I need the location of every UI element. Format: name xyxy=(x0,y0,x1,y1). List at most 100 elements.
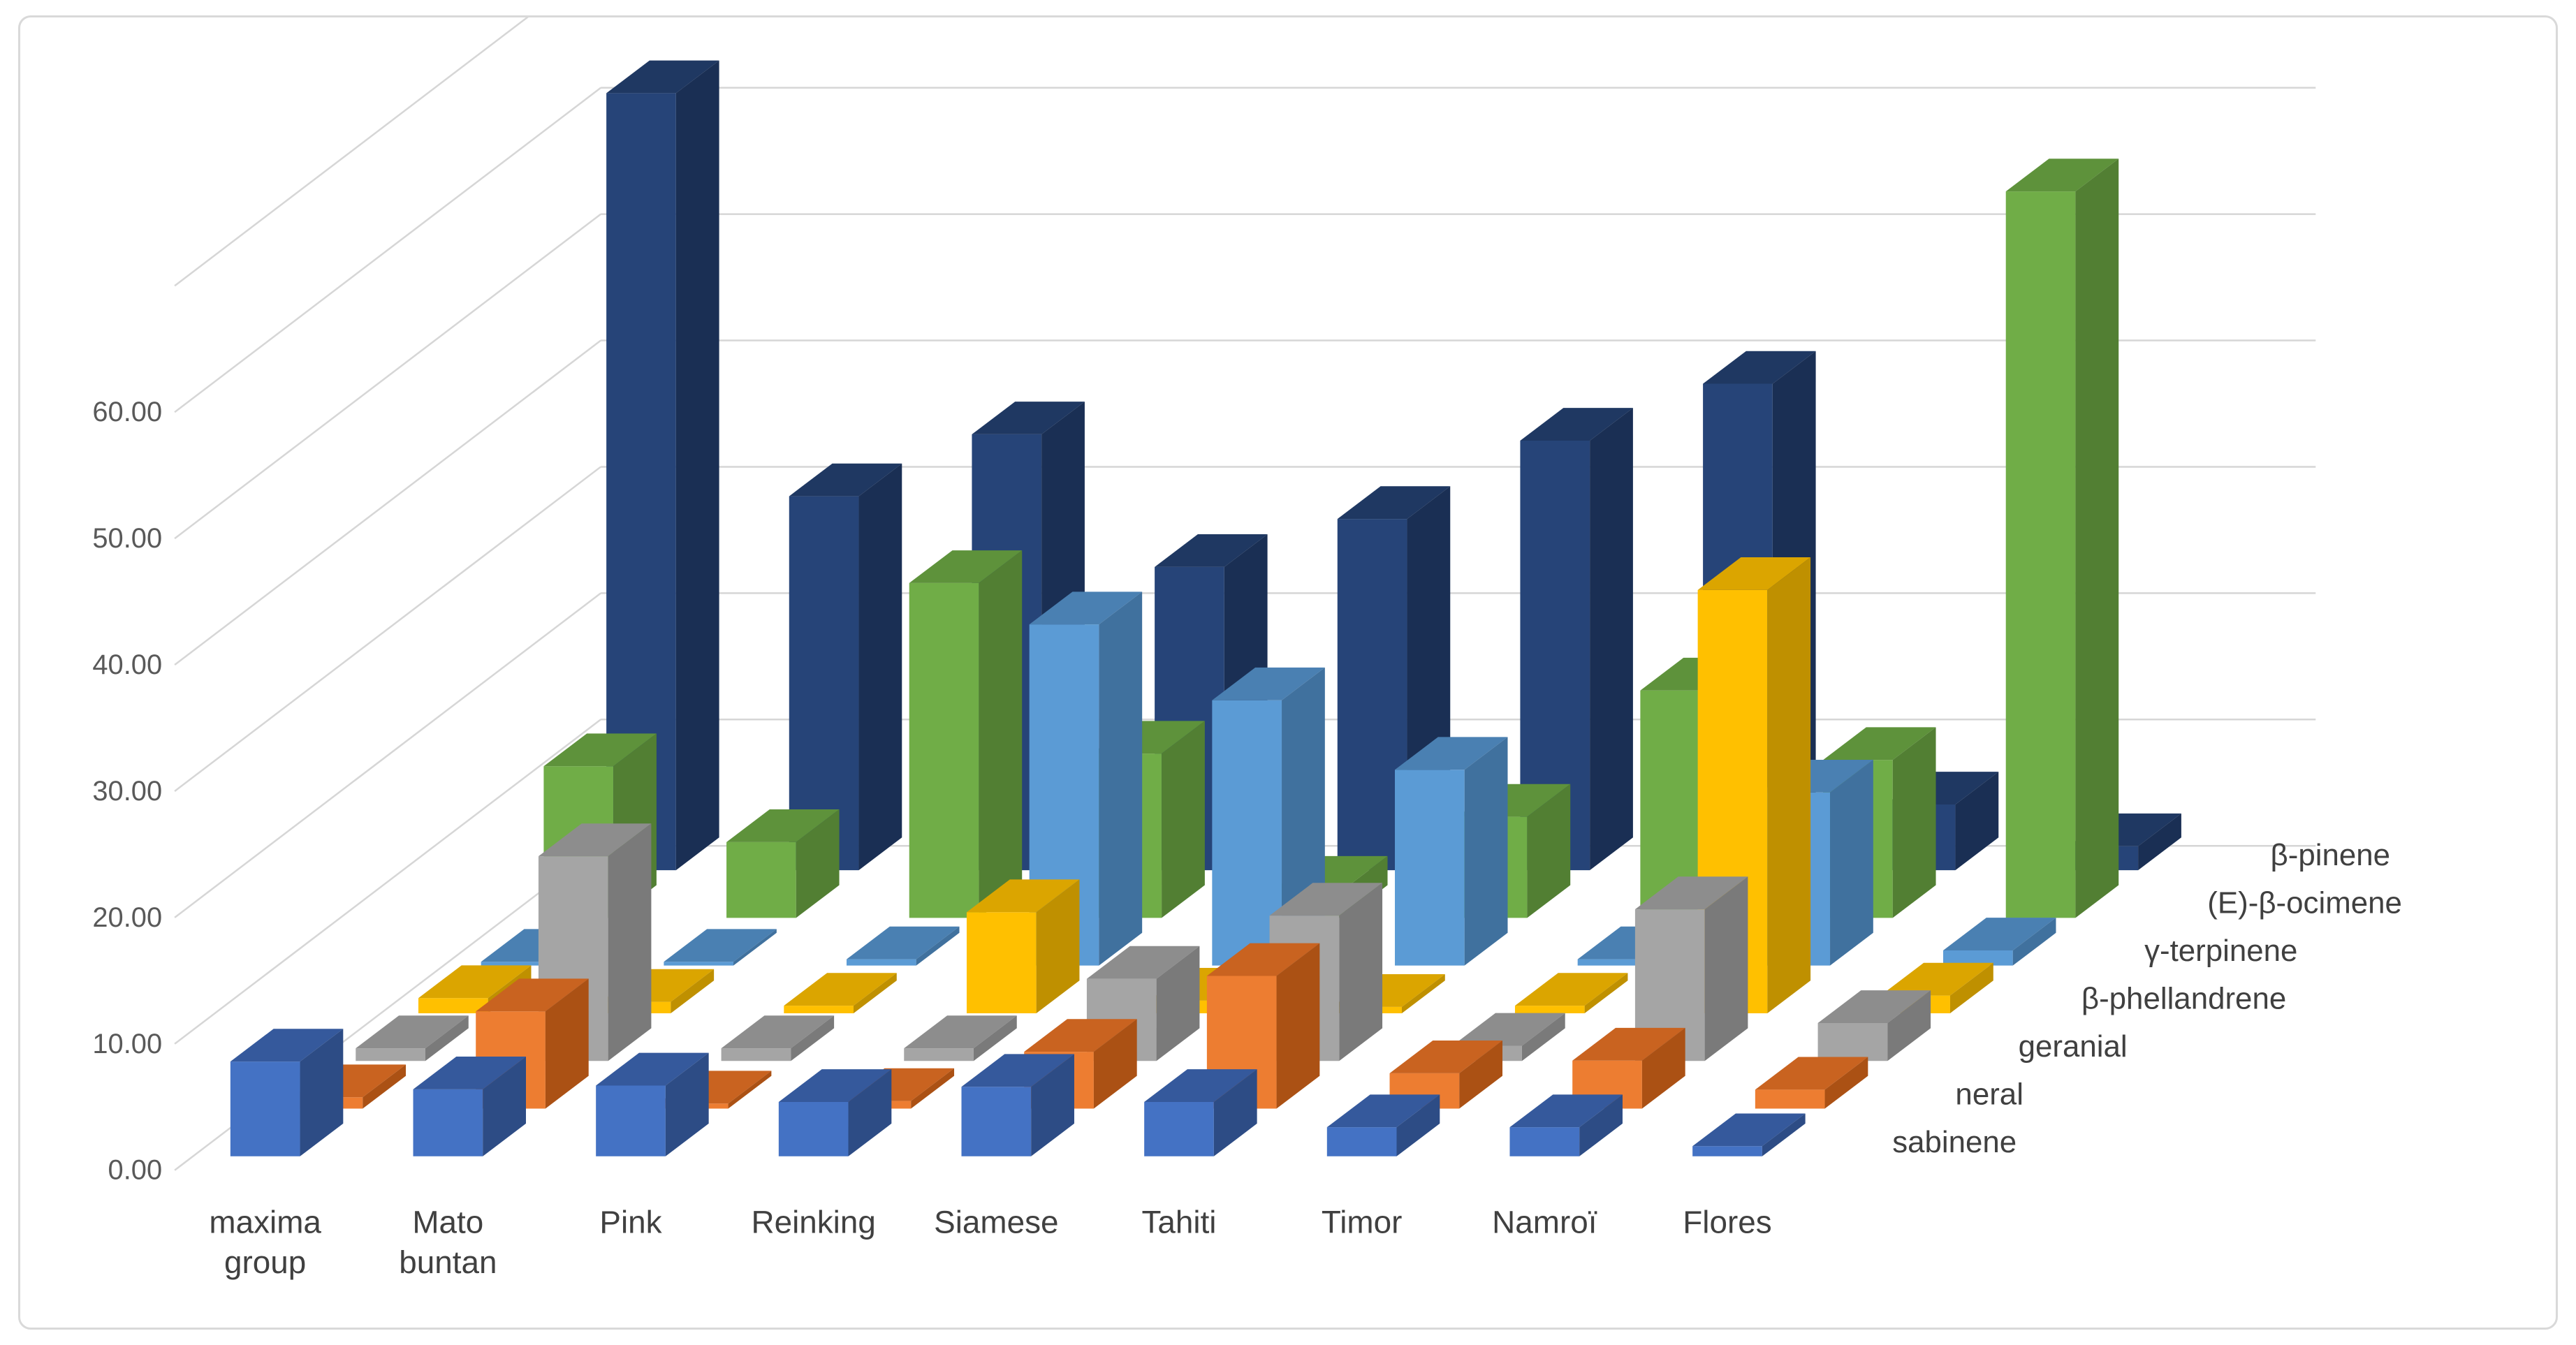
bar-top-face[interactable] xyxy=(1212,667,1325,700)
bar-top-face[interactable] xyxy=(778,1069,892,1102)
bar-group-γ-terpinene-Pink[interactable] xyxy=(847,926,960,966)
bar-top-face[interactable] xyxy=(1509,1094,1623,1128)
bar-top-face[interactable] xyxy=(784,973,897,1006)
bar-side-face[interactable] xyxy=(2138,813,2181,871)
bar-front-face[interactable] xyxy=(789,496,859,871)
bar-front-face[interactable] xyxy=(1144,1101,1214,1156)
bar-side-face[interactable] xyxy=(853,973,897,1013)
bar-top-face[interactable] xyxy=(1823,727,1936,760)
bar-top-face[interactable] xyxy=(1572,1027,1685,1061)
bar-group-sabinene-Tahiti[interactable] xyxy=(1144,1069,1257,1156)
bar-side-face[interactable] xyxy=(1276,943,1320,1109)
bar-front-face[interactable] xyxy=(1509,1127,1580,1156)
bar-group-β-phellandrene-Timor[interactable] xyxy=(1514,973,1628,1013)
bar-group-sabinene-Reinking[interactable] xyxy=(778,1069,892,1156)
bar-group-geranial-Siamese[interactable] xyxy=(1086,946,1200,1061)
bar-side-face[interactable] xyxy=(1579,1094,1623,1156)
bar-side-face[interactable] xyxy=(1704,876,1748,1061)
bar-group-sabinene-Timor[interactable] xyxy=(1326,1094,1440,1156)
bar-side-face[interactable] xyxy=(1830,759,1873,966)
bar-top-face[interactable] xyxy=(356,1015,469,1049)
bar-side-face[interactable] xyxy=(1584,973,1628,1013)
bar-side-face[interactable] xyxy=(791,1015,835,1061)
bar-side-face[interactable] xyxy=(2075,159,2119,918)
bar-side-face[interactable] xyxy=(1767,557,1811,1013)
bar-front-face[interactable] xyxy=(1943,950,2013,966)
bar-side-face[interactable] xyxy=(1641,1027,1685,1109)
bar-group-β-phellandrene-Pink[interactable] xyxy=(784,973,897,1013)
bar-side-face[interactable] xyxy=(1036,879,1080,1013)
bar-front-face[interactable] xyxy=(1755,1089,1825,1109)
bar-front-face[interactable] xyxy=(1326,1127,1397,1156)
bar-side-face[interactable] xyxy=(671,969,715,1013)
bar-front-face[interactable] xyxy=(721,1048,791,1061)
bar-group-neral-Flores[interactable] xyxy=(1755,1057,1868,1109)
bar-top-face[interactable] xyxy=(1086,946,1200,979)
bar-group-geranial-Pink[interactable] xyxy=(721,1015,835,1061)
bar-top-face[interactable] xyxy=(1514,973,1628,1006)
bar-top-face[interactable] xyxy=(1024,1019,1137,1052)
bar-group-sabinene-Pink[interactable] xyxy=(596,1052,709,1156)
bar-side-face[interactable] xyxy=(300,1029,344,1156)
bar-top-face[interactable] xyxy=(847,926,960,960)
bar-top-face[interactable] xyxy=(1452,1013,1565,1046)
bar-front-face[interactable] xyxy=(1692,1146,1762,1156)
bar-top-face[interactable] xyxy=(1703,351,1816,384)
bar-top-face[interactable] xyxy=(1389,1040,1503,1073)
bar-front-face[interactable] xyxy=(230,1061,300,1156)
bar-top-face[interactable] xyxy=(1817,990,1931,1023)
bar-top-face[interactable] xyxy=(1943,918,2056,950)
bar-top-face[interactable] xyxy=(966,879,1080,913)
bar-top-face[interactable] xyxy=(961,1054,1074,1087)
bar-front-face[interactable] xyxy=(904,1048,974,1061)
bar-side-face[interactable] xyxy=(1156,946,1200,1061)
bar-front-face[interactable] xyxy=(356,1048,425,1061)
bar-side-face[interactable] xyxy=(916,926,960,966)
bar-top-face[interactable] xyxy=(1337,486,1451,520)
bar-group-sabinene-Flores[interactable] xyxy=(1692,1113,1806,1156)
bar-side-face[interactable] xyxy=(979,550,1023,918)
bar-side-face[interactable] xyxy=(858,463,902,871)
bar-group-β-pinene-Mato-buntan[interactable] xyxy=(789,463,902,871)
bar-side-face[interactable] xyxy=(1521,1013,1565,1061)
bar-top-face[interactable] xyxy=(721,1015,835,1049)
bar-front-face[interactable] xyxy=(961,1087,1032,1156)
bar-front-face[interactable] xyxy=(847,959,916,966)
bar-group-sabinene-Mato-buntan[interactable] xyxy=(413,1057,526,1156)
bar-side-face[interactable] xyxy=(675,60,719,871)
bar-side-face[interactable] xyxy=(1396,1094,1440,1156)
bar-front-face[interactable] xyxy=(778,1101,849,1156)
bar-top-face[interactable] xyxy=(543,733,657,767)
bar-top-face[interactable] xyxy=(1144,1069,1257,1102)
bar-side-face[interactable] xyxy=(1459,1040,1503,1109)
bar-side-face[interactable] xyxy=(1099,591,1143,966)
bar-top-face[interactable] xyxy=(1880,962,1993,996)
bar-front-face[interactable] xyxy=(1212,700,1282,966)
bar-group-sabinene-Namroï[interactable] xyxy=(1509,1094,1623,1156)
bar-top-face[interactable] xyxy=(476,978,589,1012)
bar-side-face[interactable] xyxy=(545,978,589,1109)
bar-side-face[interactable] xyxy=(1401,974,1445,1013)
bar-group-γ-terpinene-Tahiti[interactable] xyxy=(1395,737,1508,966)
bar-top-face[interactable] xyxy=(606,60,719,94)
bar-top-face[interactable] xyxy=(538,823,652,857)
bar-top-face[interactable] xyxy=(230,1029,344,1062)
bar-top-face[interactable] xyxy=(1697,557,1811,590)
bar-side-face[interactable] xyxy=(733,929,777,966)
bar-group-γ-terpinene-Mato-buntan[interactable] xyxy=(664,929,777,966)
bar-side-face[interactable] xyxy=(608,823,652,1061)
bar-front-face[interactable] xyxy=(1640,690,1711,918)
bar-top-face[interactable] xyxy=(1520,408,1633,441)
bar-front-face[interactable] xyxy=(413,1089,483,1156)
bar-side-face[interactable] xyxy=(1093,1019,1137,1109)
bar-side-face[interactable] xyxy=(1339,883,1383,1061)
bar-group-geranial-Reinking[interactable] xyxy=(904,1015,1017,1061)
bar-side-face[interactable] xyxy=(1762,1113,1806,1156)
bar-side-face[interactable] xyxy=(665,1052,709,1156)
bar-front-face[interactable] xyxy=(1817,1022,1888,1061)
bar-front-face[interactable] xyxy=(1337,519,1407,871)
bar-group-(E)-β-ocimene-Mato-buntan[interactable] xyxy=(726,809,840,918)
bar-group-β-pinene-maxima-group[interactable] xyxy=(606,60,719,871)
bar-side-face[interactable] xyxy=(848,1069,892,1156)
bar-side-face[interactable] xyxy=(1464,737,1508,966)
